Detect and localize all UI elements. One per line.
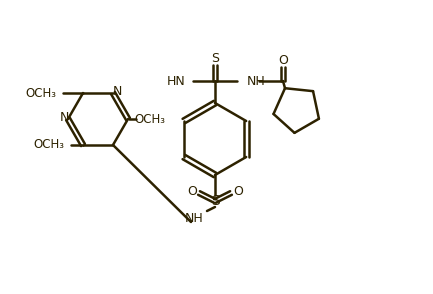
Text: O: O <box>278 54 288 66</box>
Text: OCH₃: OCH₃ <box>26 86 56 100</box>
Text: S: S <box>210 194 220 208</box>
Text: HN: HN <box>166 74 185 88</box>
Text: O: O <box>233 185 243 198</box>
Text: N: N <box>59 111 69 123</box>
Text: OCH₃: OCH₃ <box>33 138 65 151</box>
Text: O: O <box>187 185 197 198</box>
Text: N: N <box>112 84 122 98</box>
Text: OCH₃: OCH₃ <box>135 113 165 126</box>
Text: NH: NH <box>247 74 266 88</box>
Text: NH: NH <box>184 213 204 225</box>
Text: S: S <box>211 51 219 64</box>
